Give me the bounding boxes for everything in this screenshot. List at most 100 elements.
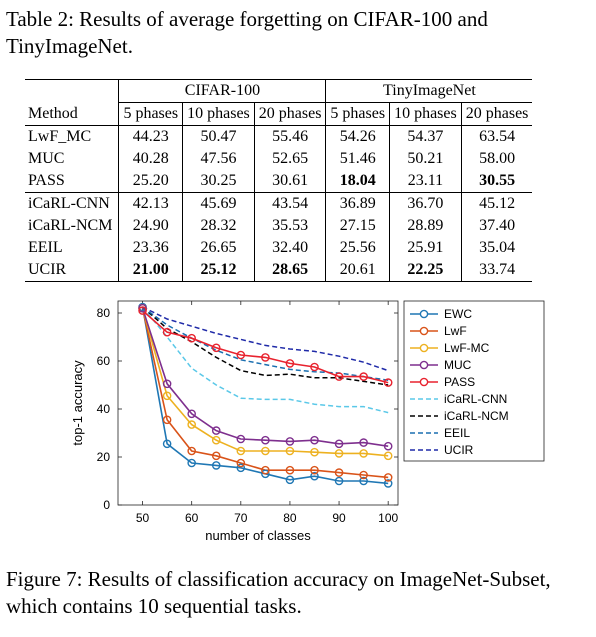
value-cell: 45.12 [461, 192, 533, 215]
value-cell: 37.40 [479, 217, 516, 234]
data-point-lwf-mc [285, 446, 295, 456]
x-tick-label: 50 [136, 511, 150, 525]
x-tick-label: 100 [378, 511, 398, 525]
legend-marker [419, 343, 429, 353]
data-point-pass [359, 372, 368, 381]
legend-marker [419, 326, 429, 336]
data-point-lwf [261, 465, 270, 475]
value-cell: 33.74 [461, 259, 533, 282]
chart-legend: EWC LwF LwF-MC MUC PASS iCaRL-CNN iCaRL-NCM EEI… [403, 300, 545, 462]
data-point-ewc [383, 479, 393, 488]
value-cell: 27.15 [325, 215, 391, 237]
data-point-pass [261, 353, 270, 362]
value-cell: 54.26 [325, 125, 391, 148]
data-point-muc [261, 435, 270, 445]
data-point-ewc [334, 476, 344, 486]
value-cell: 22.25 [389, 259, 462, 282]
legend-label: EEIL [444, 426, 470, 440]
legend-label: MUC [444, 358, 472, 372]
y-tick-label: 60 [97, 354, 111, 368]
data-point-muc [162, 379, 172, 389]
method-cell: LwF_MC [25, 125, 120, 148]
data-point-lwf [310, 465, 319, 475]
value-cell: 30.25 [182, 170, 255, 193]
value-cell: 36.89 [325, 192, 391, 215]
data-point-lwf-mc [383, 451, 393, 461]
value-cell: 20.61 [325, 259, 391, 282]
value-cell: 51.46 [325, 148, 391, 170]
data-point-muc [187, 409, 196, 419]
table-phase-header-row: Method 5 phases 10 phases 20 phases 5 ph… [25, 102, 532, 126]
table-caption: Table 2: Results of average forgetting o… [6, 7, 488, 58]
series-line-lwf-mc [141, 307, 389, 457]
plot-frame [117, 300, 399, 506]
series-line-icarl-cnn [141, 306, 389, 414]
table-group-header-row: CIFAR-100 TinyImageNet [25, 79, 533, 103]
value-cell: 36.70 [389, 192, 462, 215]
value-cell: 55.46 [254, 125, 327, 148]
value-cell: 32.40 [254, 237, 327, 259]
x-tick-label: 70 [234, 511, 248, 525]
method-cell: UCIR [25, 259, 120, 282]
phase-header: 20 phases [465, 105, 529, 122]
method-cell: MUC [25, 148, 120, 170]
data-point-ewc [310, 471, 319, 481]
data-point-muc [236, 434, 246, 444]
series-line-icarl-ncm [142, 306, 389, 386]
data-point-pass [285, 359, 295, 368]
y-tick-label: 0 [103, 498, 110, 512]
value-cell: 24.90 [118, 215, 184, 237]
series-line-lwf [141, 308, 389, 479]
legend-label: LwF [444, 324, 467, 338]
value-cell: 43.54 [254, 192, 327, 215]
data-point-ewc [162, 439, 172, 449]
data-point-pass [138, 306, 147, 315]
phase-header: 10 phases [389, 102, 462, 126]
legend-label: UCIR [444, 443, 474, 457]
data-point-lwf [383, 473, 393, 482]
data-point-ewc [261, 469, 270, 479]
value-cell: 23.36 [118, 237, 184, 259]
data-point-pass [211, 343, 221, 353]
x-tick-label: 90 [332, 511, 346, 525]
y-tick-label: 40 [97, 402, 111, 416]
legend-label: iCaRL-NCM [444, 409, 509, 423]
y-tick-label: 20 [97, 450, 111, 464]
method-cell: iCaRL-NCM [25, 215, 120, 237]
table-row: UCIR 21.00 25.12 28.65 20.61 22.25 33.74 [25, 259, 533, 282]
value-cell: 21.00 [118, 259, 184, 282]
data-point-pass [162, 327, 172, 337]
value-cell: 52.65 [254, 148, 327, 170]
legend-marker [419, 309, 429, 319]
data-point-pass [383, 378, 393, 387]
data-point-pass [334, 372, 344, 381]
data-point-pass [236, 350, 246, 360]
value-cell: 28.89 [389, 215, 462, 237]
data-point-ewc [187, 458, 196, 468]
value-cell: 28.32 [182, 215, 255, 237]
value-cell: 45.69 [182, 192, 255, 215]
data-point-muc [138, 303, 147, 313]
method-header: Method [25, 102, 120, 126]
data-point-lwf-mc [211, 435, 221, 445]
x-tick-label: 60 [185, 511, 199, 525]
data-point-muc [359, 438, 368, 447]
data-point-lwf [236, 458, 246, 468]
legend-label: LwF-MC [444, 341, 490, 355]
value-cell: 40.28 [118, 148, 184, 170]
phase-header: 20 phases [254, 102, 327, 126]
data-point-ewc [211, 461, 221, 470]
series-line-pass [142, 309, 389, 384]
legend-marker [419, 360, 429, 370]
value-cell: 50.21 [389, 148, 462, 170]
phase-header: 5 phases [118, 102, 184, 126]
value-cell: 42.13 [118, 192, 184, 215]
data-point-lwf [187, 446, 196, 456]
legend-marker [419, 377, 429, 387]
table-row: PASS 25.20 30.25 30.61 18.04 23.11 30.55 [25, 170, 532, 193]
legend-label: EWC [444, 307, 472, 321]
value-cell: 44.23 [118, 125, 184, 148]
data-point-muc [383, 441, 393, 451]
data-point-lwf [211, 451, 221, 461]
value-cell: 47.56 [182, 148, 255, 170]
